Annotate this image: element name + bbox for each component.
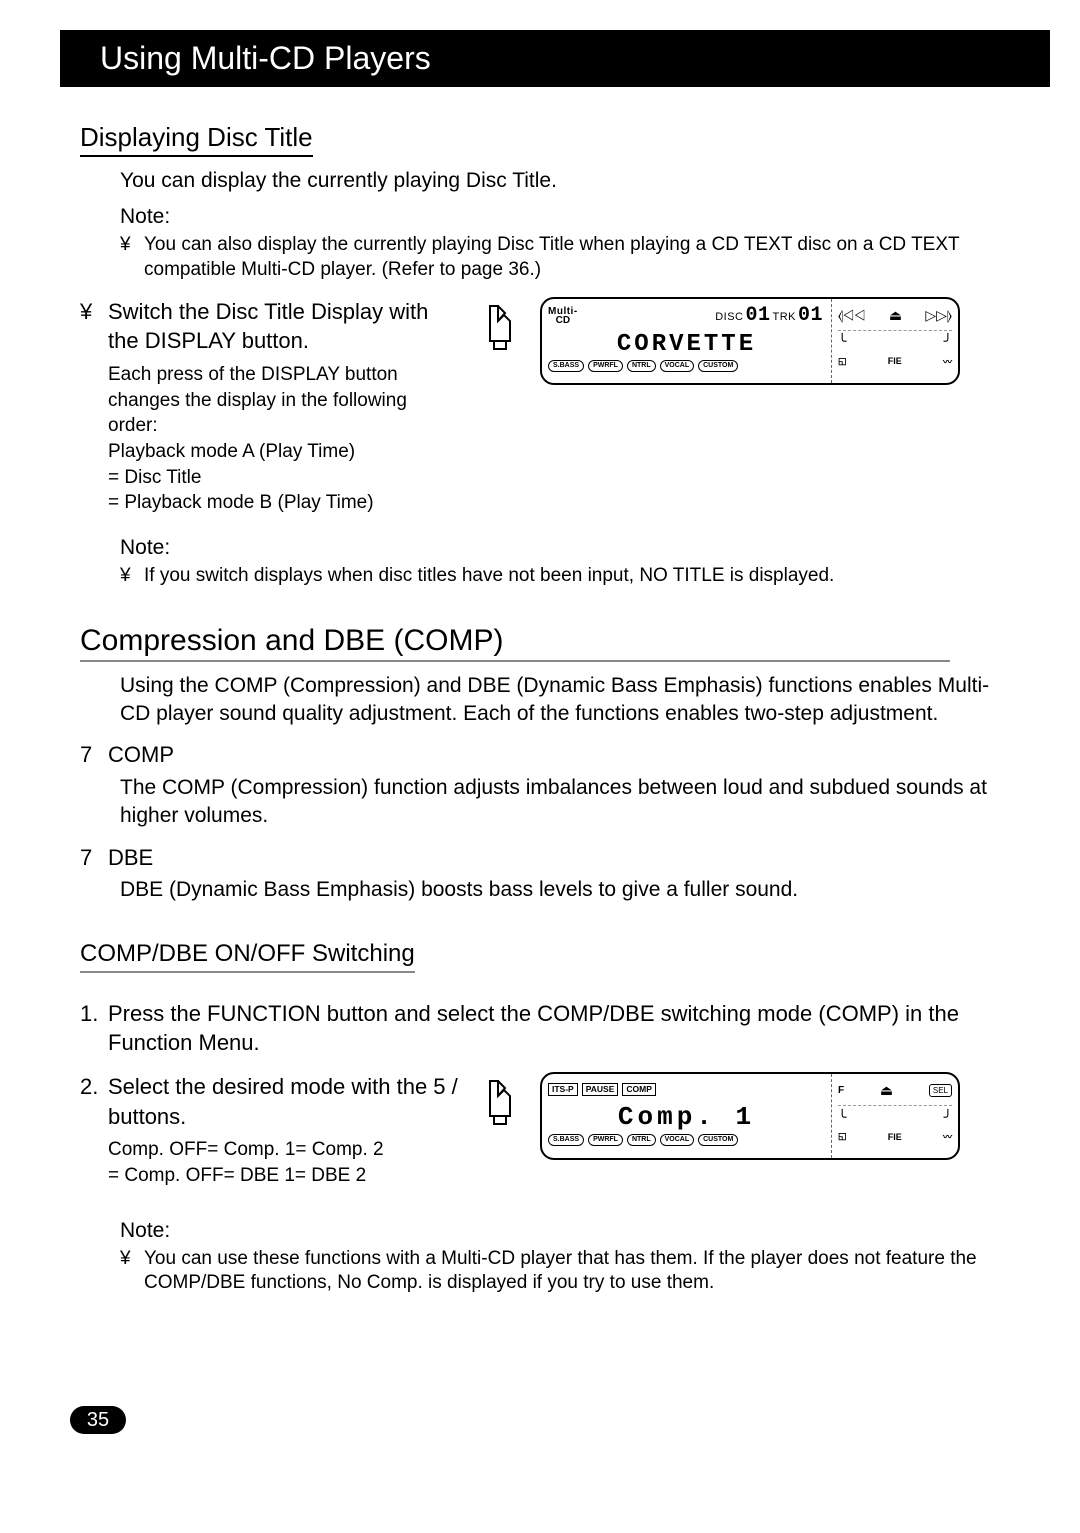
bullet-mark: ¥	[120, 1247, 144, 1296]
hand-pointer-icon	[480, 301, 520, 351]
lcd-side: F ⏏ SEL ╰ ╯ ◱ FIE 〰	[832, 1074, 958, 1158]
fie-label: FIE	[888, 1132, 902, 1142]
lcd-pill-row: S.BASS PWRFL NTRL VOCAL CUSTOM	[548, 1134, 825, 1146]
step-2-sub: Comp. OFF= Comp. 1= Comp. 2 = Comp. OFF=…	[108, 1137, 460, 1188]
side-mid: ╰ ╯	[838, 1106, 952, 1128]
prev-icon: ⦉◁◁	[838, 307, 866, 324]
step-2-heading: 2. Select the desired mode with the 5 / …	[80, 1072, 460, 1131]
step-sub: Each press of the DISPLAY button changes…	[108, 362, 460, 516]
page-number: 35	[70, 1406, 126, 1434]
lcd-tag-row: ITS-P PAUSE COMP	[548, 1082, 825, 1096]
side-mid: ╰ ╯	[838, 331, 952, 353]
item-comp: 7 COMP	[80, 740, 1080, 770]
hand-pointer-icon	[480, 1076, 520, 1126]
lcd-title: Comp. 1	[548, 1102, 825, 1132]
flag-icon: ◱	[838, 1131, 847, 1142]
pill-vocal: VOCAL	[660, 1134, 695, 1146]
sec1-note1: ¥ You can also display the currently pla…	[120, 233, 1010, 282]
pill-custom: CUSTOM	[698, 1134, 738, 1146]
step-row-display: ¥ Switch the Disc Title Display with the…	[80, 297, 1080, 516]
next-icon: ▷▷⦊	[925, 307, 952, 324]
step-row-comp: 2. Select the desired mode with the 5 / …	[80, 1072, 1080, 1189]
side-bottom: ◱ FIE 〰	[838, 355, 952, 368]
sel-badge: SEL	[929, 1084, 952, 1097]
bullet-mark: ¥	[120, 564, 144, 589]
pill-vocal: VOCAL	[660, 360, 695, 372]
step-2-text: 2. Select the desired mode with the 5 / …	[80, 1072, 460, 1189]
item-dbe: 7 DBE	[80, 843, 1080, 873]
eject-icon: ⏏	[889, 307, 902, 324]
eject-icon: ⏏	[880, 1082, 893, 1099]
lcd-pill-row: S.BASS PWRFL NTRL VOCAL CUSTOM	[548, 360, 825, 372]
flag-icon: ◱	[838, 356, 847, 367]
section-comp-dbe-switching: COMP/DBE ON/OFF Switching	[80, 940, 415, 973]
curve-left-icon: ╰	[838, 333, 846, 350]
side-top: ⦉◁◁ ⏏ ▷▷⦊	[838, 303, 952, 331]
step-1: 1. Press the FUNCTION button and select …	[80, 999, 1010, 1058]
page-header-text: Using Multi-CD Players	[100, 40, 431, 76]
pill-custom: CUSTOM	[698, 360, 738, 372]
lcd-title: CORVETTE	[548, 331, 825, 358]
pill-sbass: S.BASS	[548, 1134, 584, 1146]
step-heading: ¥ Switch the Disc Title Display with the…	[80, 297, 460, 356]
multi-cd-badge: Multi- CD	[548, 307, 578, 325]
curve-right-icon: ╯	[944, 333, 952, 350]
pill-ntrl: NTRL	[627, 1134, 656, 1146]
tag-comp: COMP	[622, 1083, 656, 1096]
side-top: F ⏏ SEL	[838, 1078, 952, 1106]
pill-pwrfl: PWRFL	[588, 360, 623, 372]
pill-ntrl: NTRL	[627, 360, 656, 372]
note-label: Note:	[120, 1219, 1080, 1243]
bullet-mark: ¥	[80, 297, 108, 356]
note-label: Note:	[120, 205, 1080, 229]
item-comp-body: The COMP (Compression) function adjusts …	[120, 774, 1010, 831]
wave-icon: 〰	[943, 355, 952, 368]
note-label: Note:	[120, 536, 1080, 560]
curve-right-icon: ╯	[944, 1109, 952, 1126]
step-number: 2.	[80, 1072, 108, 1131]
bullet-mark: 7	[80, 740, 108, 770]
lcd-main: ITS-P PAUSE COMP Comp. 1 S.BASS PWRFL NT…	[542, 1074, 832, 1158]
lcd-top-row: Multi- CD DISC 01 TRK 01	[548, 303, 825, 329]
lcd-display-comp: ITS-P PAUSE COMP Comp. 1 S.BASS PWRFL NT…	[540, 1072, 960, 1160]
fie-label: FIE	[888, 356, 902, 366]
lcd-main: Multi- CD DISC 01 TRK 01 CORVETTE S.BASS…	[542, 299, 832, 383]
section-compression-dbe: Compression and DBE (COMP)	[80, 624, 950, 662]
step-number: 1.	[80, 999, 108, 1058]
tag-itsp: ITS-P	[548, 1083, 578, 1096]
wave-icon: 〰	[943, 1130, 952, 1143]
lcd-display-corvette: Multi- CD DISC 01 TRK 01 CORVETTE S.BASS…	[540, 297, 960, 385]
pill-sbass: S.BASS	[548, 360, 584, 372]
bullet-mark: ¥	[120, 233, 144, 282]
bullet-mark: 7	[80, 843, 108, 873]
sec1-intro: You can display the currently playing Di…	[120, 167, 1010, 195]
curve-left-icon: ╰	[838, 1109, 846, 1126]
sec1-note2: ¥ If you switch displays when disc title…	[120, 564, 1010, 589]
lcd-side: ⦉◁◁ ⏏ ▷▷⦊ ╰ ╯ ◱ FIE 〰	[832, 299, 958, 383]
step-text: ¥ Switch the Disc Title Display with the…	[80, 297, 460, 516]
sec3-note: ¥ You can use these functions with a Mul…	[120, 1247, 1010, 1296]
disc-trk-indicator: DISC 01 TRK 01	[715, 304, 825, 327]
sec2-intro: Using the COMP (Compression) and DBE (Dy…	[120, 672, 1010, 729]
tag-pause: PAUSE	[582, 1083, 619, 1096]
f-label: F	[838, 1085, 844, 1096]
pill-pwrfl: PWRFL	[588, 1134, 623, 1146]
side-bottom: ◱ FIE 〰	[838, 1130, 952, 1143]
item-dbe-body: DBE (Dynamic Bass Emphasis) boosts bass …	[120, 876, 1010, 904]
section-displaying-disc-title: Displaying Disc Title	[80, 122, 313, 157]
page-header: Using Multi-CD Players	[60, 30, 1050, 87]
